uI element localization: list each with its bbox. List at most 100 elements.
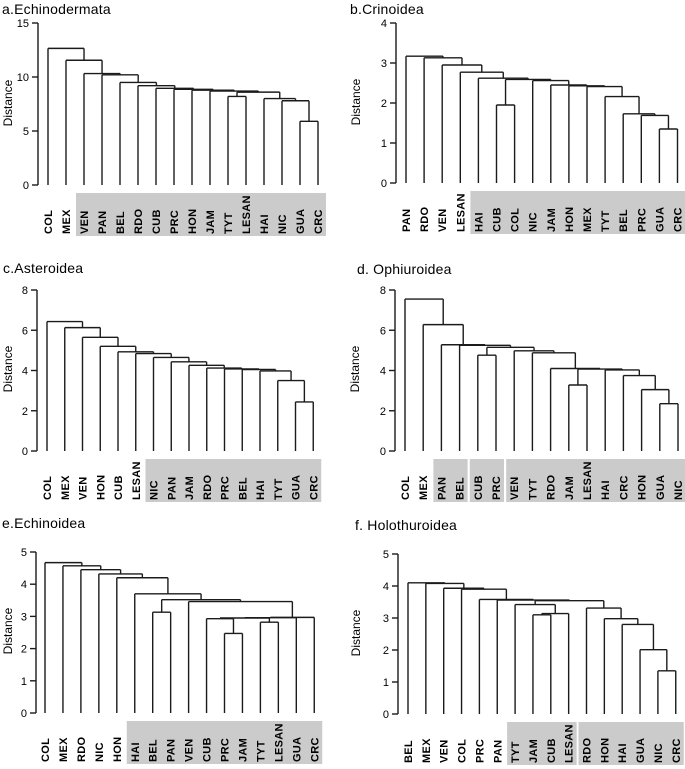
leaf-labels: COL MEX PAN BEL CUB PRC VEN TYT RDO JAM LESAN HAI CR…: [400, 461, 685, 500]
leaf-label: CUB: [546, 738, 558, 763]
leaf-labels: COL MEX VEN PAN BEL RDO CUB PRC HON JAM TYT LESAN HA…: [43, 195, 325, 234]
y-tick-label: 1: [381, 138, 387, 150]
leaf-label: RDO: [546, 475, 558, 500]
panel-b-title: b.Crinoidea: [350, 1, 424, 17]
dendrogram-panel-c: 0 2 4 6 8 COL MEX VEN HON CUB LESAN NIC PAN JAM RDO PRC…: [22, 285, 322, 502]
panel-d-title: d. Ophiuroidea: [357, 261, 452, 277]
y-tick-label: 4: [383, 581, 389, 593]
leaf-label: LESAN: [131, 461, 143, 500]
leaf-label: CRC: [308, 475, 320, 500]
y-axis: 0 5 10 15: [17, 18, 39, 192]
leaf-label: BEL: [455, 477, 467, 500]
highlight-box: [507, 722, 577, 765]
leaf-label: VEN: [509, 476, 521, 500]
leaf-label: CRC: [671, 738, 683, 763]
panel-c-title: c.Asteroidea: [3, 260, 84, 276]
leaf-labels: COL MEX RDO NIC HON HAI BEL PAN VEN CUB PRC JAM TYT L…: [40, 723, 321, 762]
leaf-label: MEX: [421, 738, 433, 763]
leaf-label: HAI: [473, 212, 485, 232]
panel-e-ylabel: Distance: [1, 607, 15, 655]
dendrogram-panel-d: 0 2 4 6 8 COL MEX PAN BEL CUB PRC VEN TYT RDO JAM LESAN…: [380, 285, 685, 502]
y-tick-label: 5: [21, 547, 27, 559]
y-tick-label: 3: [383, 613, 389, 625]
panel-a-ylabel: Distance: [1, 79, 15, 127]
cluster-lines: [407, 582, 677, 714]
leaf-label: COL: [42, 476, 54, 500]
cluster-lines: [47, 47, 319, 185]
leaf-label: HAI: [130, 742, 142, 762]
highlight-box: [126, 721, 323, 764]
leaf-label: RDO: [419, 207, 431, 232]
leaf-label: MEX: [418, 475, 430, 500]
leaf-label: JAM: [237, 738, 249, 762]
panel-d-ylabel: Distance: [348, 345, 362, 393]
y-tick-label: 8: [22, 285, 28, 297]
leaf-label: LESAN: [273, 723, 285, 762]
leaf-label: VEN: [78, 476, 90, 500]
leaf-label: PAN: [97, 211, 109, 234]
leaf-label: NIC: [653, 743, 665, 763]
leaf-label: RDO: [133, 209, 145, 234]
leaf-label: LESAN: [582, 461, 594, 500]
leaf-label: GUA: [655, 475, 667, 500]
dendrogram-panel-e: 0 1 2 3 4 5 COL MEX RDO NIC HON HAI BEL PAN VEN CUB PRC J…: [21, 547, 323, 764]
leaf-label: JAM: [184, 476, 196, 500]
leaf-label: HON: [637, 475, 649, 500]
y-tick-label: 1: [21, 676, 27, 688]
leaf-label: TYT: [273, 478, 285, 500]
leaf-label: NIC: [673, 480, 685, 500]
leaf-label: TYT: [255, 740, 267, 762]
cluster-lines: [405, 55, 679, 183]
leaf-label: HON: [599, 738, 611, 763]
leaf-label: VEN: [439, 739, 451, 763]
y-tick-label: 0: [380, 446, 386, 458]
y-axis: 0 1 2 3 4 5: [383, 549, 399, 721]
y-tick-label: 0: [383, 709, 389, 721]
cluster-lines: [404, 298, 679, 451]
y-tick-label: 4: [21, 579, 27, 591]
panel-c-ylabel: Distance: [1, 345, 15, 393]
leaf-label: HAI: [255, 480, 267, 500]
leaf-label: NIC: [528, 212, 540, 232]
leaf-label: LESAN: [564, 724, 576, 763]
y-tick-label: 1: [383, 677, 389, 689]
leaf-label: GUA: [291, 737, 303, 762]
leaf-label: BEL: [403, 740, 415, 763]
leaf-label: PAN: [492, 740, 504, 763]
leaf-label: PRC: [220, 476, 232, 500]
leaf-label: LESAN: [241, 195, 253, 234]
leaf-label: RDO: [202, 475, 214, 500]
dendrogram-panel-b: 0 1 2 3 4 PAN RDO VEN LESAN HAI CUB COL NIC JAM HON MEX…: [381, 18, 685, 234]
leaf-label: GUA: [291, 475, 303, 500]
leaf-label: COL: [457, 739, 469, 763]
leaf-label: HON: [112, 737, 124, 762]
y-tick-label: 5: [23, 126, 29, 138]
leaf-label: RDO: [76, 737, 88, 762]
cluster-lines: [46, 320, 314, 451]
leaf-label: JAM: [546, 208, 558, 232]
leaf-label: HAI: [617, 743, 629, 763]
leaf-label: CUB: [202, 737, 214, 762]
leaf-label: CUB: [113, 475, 125, 500]
y-tick-label: 6: [380, 325, 386, 337]
y-tick-label: 0: [381, 178, 387, 190]
leaf-labels: COL MEX VEN HON CUB LESAN NIC PAN JAM RDO PRC BEL HA…: [42, 461, 320, 500]
leaf-label: TYT: [510, 741, 522, 763]
highlight-box: [469, 459, 504, 502]
leaf-label: GUA: [295, 209, 307, 234]
highlight-box: [145, 459, 322, 502]
leaf-label: HON: [95, 475, 107, 500]
leaf-label: BEL: [115, 211, 127, 234]
y-tick-label: 8: [380, 285, 386, 297]
leaf-label: JAM: [564, 476, 576, 500]
y-tick-label: 4: [22, 366, 28, 378]
leaf-label: BEL: [148, 739, 160, 762]
leaf-label: CUB: [151, 209, 163, 234]
leaf-label: CRC: [673, 207, 685, 232]
cluster-lines: [44, 561, 315, 713]
y-tick-label: 5: [383, 549, 389, 561]
panel-a-title: a.Echinodermata: [2, 1, 111, 17]
leaf-label: MEX: [61, 209, 73, 234]
y-axis: 0 1 2 3 4 5: [21, 547, 37, 720]
